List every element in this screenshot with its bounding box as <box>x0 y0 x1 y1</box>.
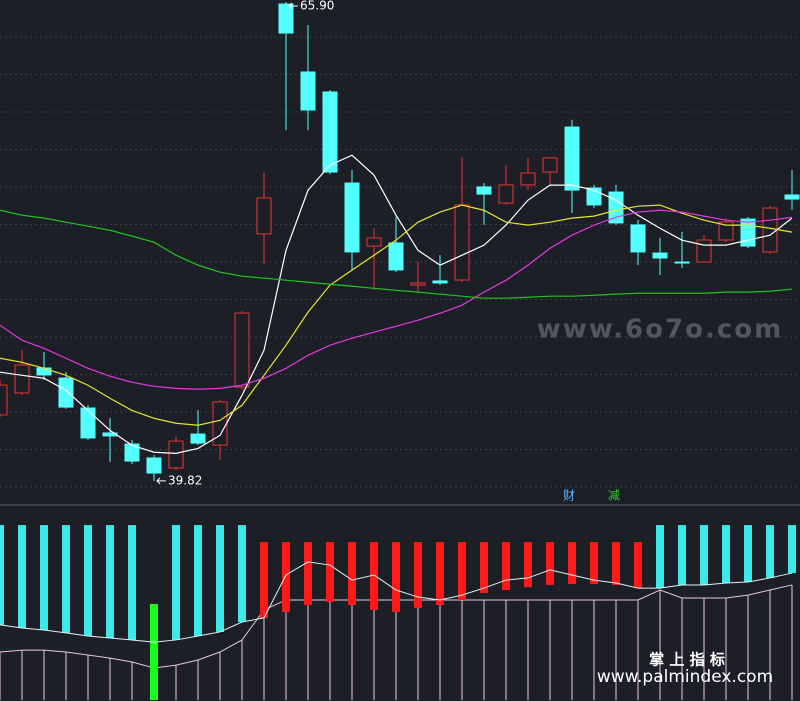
signal-label: 财 <box>563 489 575 503</box>
indicator-bar <box>326 542 334 602</box>
indicator-bar <box>634 542 642 589</box>
candle-body <box>234 312 250 388</box>
candle-body <box>300 71 316 111</box>
annotation-arrowhead <box>288 2 293 10</box>
candle-body <box>432 280 448 284</box>
indicator-bar <box>392 542 400 613</box>
candle-body <box>476 186 492 195</box>
annotation-label: 65.90 <box>300 0 334 13</box>
indicator-bar <box>678 525 686 585</box>
candle-body <box>542 157 558 173</box>
candle-body <box>36 367 52 376</box>
annotation-label: 39.82 <box>168 473 202 487</box>
indicator-bar <box>722 525 730 583</box>
indicator-bar <box>766 525 774 578</box>
candle-body <box>124 443 140 462</box>
candle-body <box>696 239 712 263</box>
indicator-bar <box>62 525 70 633</box>
indicator-bar <box>744 525 752 583</box>
indicator-bar <box>84 525 92 637</box>
indicator-bar <box>18 525 26 629</box>
indicator-bar <box>502 542 510 591</box>
candle-body <box>256 197 272 235</box>
candle-body <box>520 172 536 186</box>
indicator-bar <box>590 542 598 584</box>
indicator-bar <box>546 542 554 585</box>
indicator-bar <box>414 542 422 608</box>
candle-body <box>740 218 756 247</box>
indicator-bar <box>0 525 4 625</box>
indicator-bar <box>370 542 378 610</box>
indicator-bar <box>458 542 466 600</box>
indicator-bar <box>348 542 356 606</box>
moving-average-line <box>0 154 793 454</box>
candle-body <box>58 377 74 408</box>
indicator-bar <box>172 525 180 640</box>
indicator-bar <box>216 525 224 632</box>
indicator-bar <box>656 525 664 589</box>
moving-average-line <box>0 204 793 426</box>
indicator-bar <box>524 542 532 588</box>
indicator-bar <box>150 604 158 700</box>
indicator-panel <box>0 525 796 700</box>
brand-url: www.palmindex.com <box>597 667 773 687</box>
annotation-arrowhead <box>156 477 161 485</box>
candle-body <box>410 282 426 286</box>
candle-body <box>762 207 778 253</box>
candle-body <box>14 364 30 394</box>
candle-body <box>564 126 580 191</box>
candle-body <box>168 440 184 469</box>
indicator-bar <box>238 525 246 622</box>
indicator-bar <box>128 525 136 640</box>
candle-body <box>344 182 360 253</box>
indicator-bar <box>106 525 114 638</box>
candle-body <box>0 384 8 416</box>
indicator-bar <box>260 542 268 618</box>
watermark: www.6o7o.com <box>537 315 783 345</box>
grid <box>0 36 800 488</box>
candle-body <box>630 224 646 253</box>
brand-title: 掌 上 指 标 <box>649 651 725 669</box>
candle-body <box>674 261 690 264</box>
candle-body <box>146 457 162 474</box>
indicator-bar <box>40 525 48 630</box>
indicator-bar <box>568 542 576 584</box>
candle-body <box>784 194 800 200</box>
indicator-bar <box>480 542 488 593</box>
candle-body <box>366 237 382 247</box>
candle-body <box>190 433 206 444</box>
indicator-bar <box>700 525 708 585</box>
indicator-line <box>0 561 793 643</box>
candle-body <box>718 221 734 241</box>
candle-body <box>388 242 404 271</box>
main-panel: 65.90 39.82 <box>0 0 800 487</box>
candle-body <box>498 184 514 204</box>
indicator-bar <box>436 542 444 606</box>
candle-body <box>80 407 96 439</box>
candle-body <box>608 191 624 224</box>
moving-average-line <box>0 209 793 390</box>
indicator-bar <box>612 542 620 585</box>
candle-body <box>652 252 668 259</box>
candle-body <box>322 91 338 173</box>
candle-body <box>454 204 470 281</box>
indicator-bar <box>788 525 796 574</box>
candle-body <box>278 3 294 34</box>
indicator-bar <box>282 542 290 613</box>
indicator-bar <box>194 525 202 637</box>
indicator-bar <box>304 542 312 606</box>
moving-average-line <box>0 209 793 299</box>
signal-label: 减 <box>608 489 620 503</box>
